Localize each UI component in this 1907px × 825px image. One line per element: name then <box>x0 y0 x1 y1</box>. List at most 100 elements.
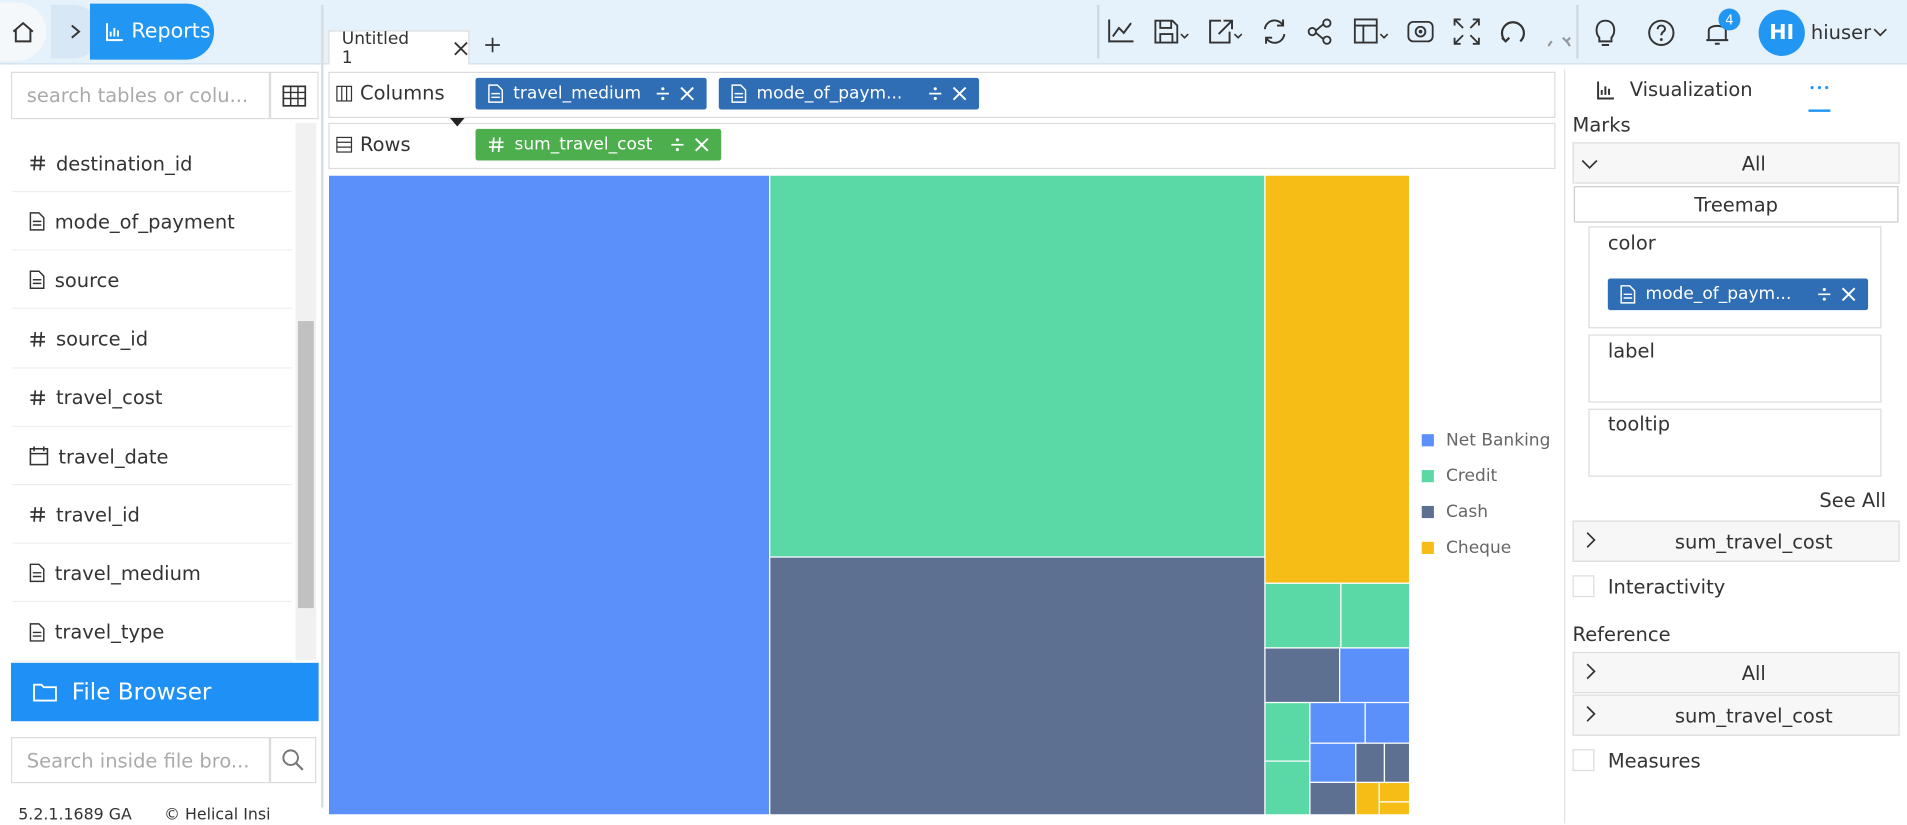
visualization-tab[interactable]: Visualization <box>1596 78 1753 101</box>
treemap-cell <box>1355 781 1380 816</box>
tooltip-card <box>1588 408 1882 477</box>
legend-label: Credit <box>1446 466 1497 486</box>
notification-badge: 4 <box>1718 8 1741 31</box>
field-name: travel_date <box>58 444 169 468</box>
field-item[interactable]: travel_medium <box>12 545 292 603</box>
pill-label: travel_medium <box>513 83 642 104</box>
report-tab[interactable]: Untitled 1 <box>328 29 470 67</box>
tab-title: Untitled 1 <box>341 28 410 68</box>
field-name: travel_type <box>54 620 165 644</box>
treemap-cell <box>769 556 1266 816</box>
toolbar-button[interactable] <box>1206 17 1243 49</box>
checkbox[interactable] <box>1572 575 1595 598</box>
app-name: Reports <box>131 19 211 44</box>
columns-title: Columns <box>359 81 445 105</box>
table-search[interactable]: search tables or colu... <box>10 71 270 120</box>
field-item[interactable]: travel_type <box>12 604 292 662</box>
field-name: travel_cost <box>55 385 163 410</box>
file-search-placeholder: Search inside file bro... <box>26 749 250 773</box>
header <box>0 0 1907 65</box>
chevron <box>1583 663 1598 685</box>
toolbar-button[interactable] <box>1260 17 1289 49</box>
tips-button[interactable] <box>1591 17 1620 53</box>
marks-all-label: All <box>1741 151 1766 175</box>
field-pill[interactable]: travel_medium <box>475 77 707 110</box>
chevron <box>1583 705 1598 727</box>
treemap-cell <box>769 174 1266 558</box>
toolbar-button[interactable] <box>1498 17 1527 49</box>
copyright: © Helical Insi <box>164 806 271 825</box>
search-placeholder: search tables or colu... <box>26 83 249 108</box>
label-label: label <box>1607 339 1655 363</box>
field-name: source_id <box>55 327 149 351</box>
chevron <box>1581 154 1598 176</box>
more-tab[interactable] <box>1808 78 1831 112</box>
help-button[interactable] <box>1647 17 1676 53</box>
treemap-cell <box>1264 174 1411 584</box>
legend-swatch <box>1421 434 1434 447</box>
toolbar-button[interactable] <box>1352 17 1389 49</box>
color-label: color <box>1607 231 1656 255</box>
field-item[interactable]: travel_date <box>12 428 292 486</box>
user-menu[interactable]: hiuser <box>1811 21 1888 44</box>
treemap-cell <box>1264 760 1311 816</box>
field-item[interactable]: source <box>12 252 292 310</box>
marks-all[interactable] <box>1572 142 1900 184</box>
scroll-thumb[interactable] <box>297 321 314 609</box>
reference-all[interactable] <box>1572 651 1900 694</box>
treemap-cell <box>1355 742 1386 784</box>
reference-all-label: All <box>1741 661 1766 685</box>
color-pill[interactable]: mode_of_paym... <box>1607 278 1869 311</box>
toolbar-button[interactable] <box>1452 17 1481 49</box>
treemap-cell <box>1309 701 1366 744</box>
treemap-cell <box>1264 582 1342 649</box>
reference-measure[interactable] <box>1572 694 1900 736</box>
treemap-cell <box>1309 742 1357 784</box>
field-item[interactable]: travel_cost <box>12 369 292 427</box>
notifications-button[interactable] <box>1703 17 1732 53</box>
field-name: travel_medium <box>54 561 201 585</box>
measures-label: Measures <box>1607 749 1701 773</box>
toolbar-button[interactable] <box>1107 17 1136 49</box>
pill-label: sum_travel_cost <box>514 134 653 155</box>
pill-label: mode_of_paym... <box>1645 284 1792 305</box>
tab-label: Visualization <box>1629 77 1753 101</box>
field-pill[interactable]: sum_travel_cost <box>475 128 722 161</box>
add-tab[interactable] <box>484 36 501 58</box>
legend-label: Cheque <box>1446 538 1511 558</box>
shelf-caret[interactable] <box>449 117 465 127</box>
field-name: destination_id <box>55 151 193 175</box>
scrollbar[interactable] <box>295 122 317 661</box>
treemap-cell <box>1264 701 1311 762</box>
checkbox[interactable] <box>1572 749 1595 772</box>
field-pill[interactable]: mode_of_paym... <box>718 77 980 110</box>
field-item[interactable]: source_id <box>12 311 292 369</box>
treemap-cell <box>1383 742 1411 784</box>
pill-label: mode_of_paym... <box>756 83 903 104</box>
label-card <box>1588 334 1882 403</box>
rows-title: Rows <box>359 132 411 156</box>
reports-crumb[interactable]: Reports <box>89 3 215 60</box>
toolbar-button[interactable] <box>1306 17 1335 49</box>
measure-row[interactable] <box>1572 520 1900 562</box>
treemap-cell <box>327 174 771 816</box>
treemap-cell <box>1378 801 1411 816</box>
color-card <box>1588 226 1882 329</box>
field-item[interactable]: destination_id <box>12 135 292 193</box>
reference-heading: Reference <box>1572 622 1671 646</box>
field-item[interactable]: mode_of_payment <box>12 194 292 251</box>
home-button[interactable] <box>0 2 47 61</box>
treemap-cell <box>1378 781 1411 803</box>
interactivity-label: Interactivity <box>1607 575 1726 599</box>
field-item[interactable]: travel_id <box>12 487 292 544</box>
file-search-button[interactable] <box>269 737 317 784</box>
file-search[interactable]: Search inside file bro... <box>10 737 270 784</box>
toolbar-button[interactable] <box>1406 17 1435 49</box>
avatar[interactable]: HI <box>1758 9 1805 56</box>
file-browser-button[interactable]: File Browser <box>10 662 319 722</box>
toolbar-button[interactable] <box>1153 17 1189 49</box>
chart-type[interactable]: Treemap <box>1573 186 1899 223</box>
table-view-button[interactable] <box>269 71 319 120</box>
see-all[interactable]: See All <box>1819 488 1887 513</box>
